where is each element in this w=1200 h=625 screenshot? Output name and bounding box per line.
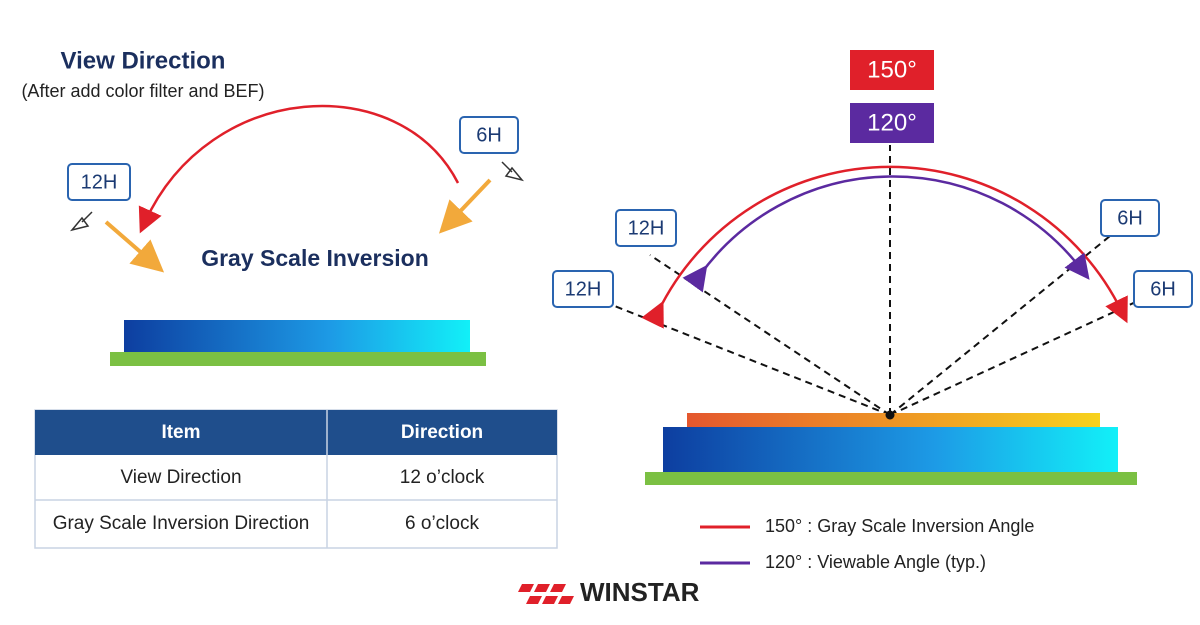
brand: WINSTAR [580,577,700,607]
logo-mark [518,584,574,604]
eye-icon [69,211,93,232]
left-subtitle: (After add color filter and BEF) [21,81,264,101]
eye-icon [501,161,525,182]
panel [663,427,1118,472]
dash-line [611,304,891,416]
panel [124,320,470,353]
table-cell: 6 o’clock [405,513,479,534]
center-point [885,410,895,420]
legend-label: 150° : Gray Scale Inversion Angle [765,516,1034,536]
angle-outer: 150° [867,56,917,83]
label-box [1100,199,1160,237]
view-arrow [104,220,165,273]
filter-layer [687,413,1100,427]
label-box [1133,270,1193,308]
label-12h: 12H [81,171,118,193]
backlight [110,352,486,366]
dash-line [889,299,1141,416]
label-box [615,209,677,247]
label-box [552,270,614,308]
label-6h: 6H [476,124,502,146]
table-header-cell: Item [161,422,200,443]
view-arrow [438,178,492,234]
table-cell: 12 o’clock [400,467,485,488]
gray-inversion-arc [641,165,1128,329]
angle-badge [850,103,934,143]
backlight [645,472,1137,485]
label-12h: 12H [565,278,602,300]
label-12h: 12H [628,217,665,239]
label-6h: 6H [1150,278,1176,300]
angle-badge [850,50,934,90]
label-box [67,163,131,201]
table-header-cell: Direction [401,422,483,443]
viewable-arc [682,175,1090,293]
table-header [35,410,557,455]
label-6h: 6H [1117,207,1143,229]
left-title: View Direction [61,47,226,74]
angle-inner: 120° [867,109,917,136]
table-cell: Gray Scale Inversion Direction [53,513,310,534]
table-cell: View Direction [120,467,241,488]
left-caption: Gray Scale Inversion [201,245,429,271]
label-box [459,116,519,154]
view-arc [138,104,460,234]
legend-label: 120° : Viewable Angle (typ.) [765,552,986,572]
